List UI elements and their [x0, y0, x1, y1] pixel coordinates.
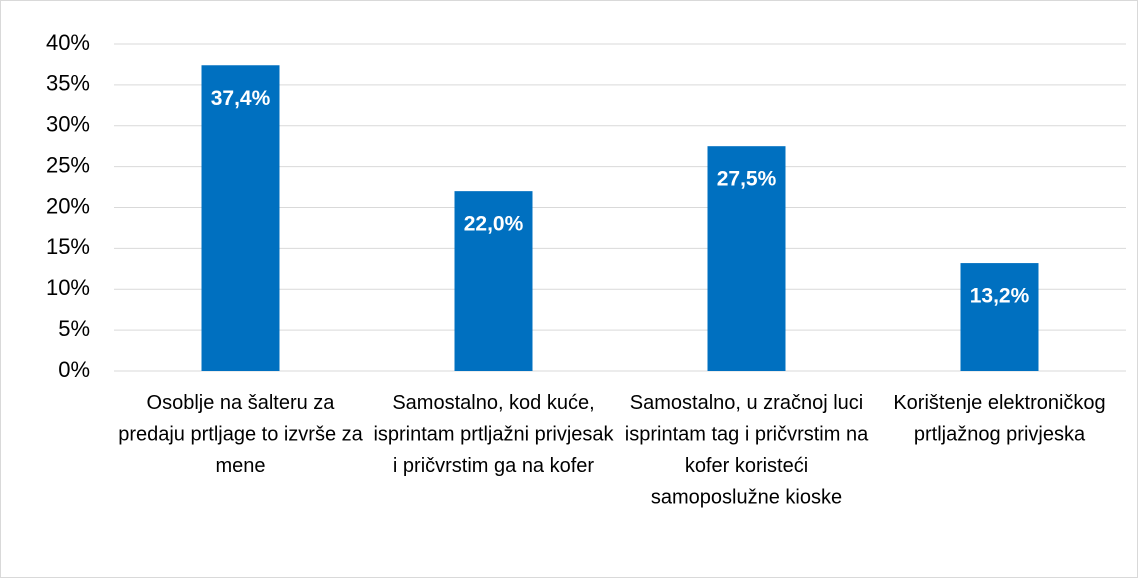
y-tick-label: 5% [58, 316, 90, 341]
y-tick-label: 10% [46, 275, 90, 300]
y-tick-label: 35% [46, 71, 90, 96]
bar [707, 146, 786, 371]
y-tick-label: 20% [46, 193, 90, 218]
y-tick-label: 15% [46, 234, 90, 259]
x-tick-label: Samostalno, u zračnoj luci isprintam tag … [625, 392, 869, 509]
bar [960, 263, 1039, 371]
x-tick-label: Korištenje elektroničkog prtljažnog privj… [893, 392, 1105, 446]
y-tick-label: 30% [46, 112, 90, 137]
x-tick-label: Osoblje na šalteru za predaju prtljage to… [118, 392, 363, 477]
bar [454, 191, 533, 371]
bar [201, 65, 280, 371]
value-label: 13,2% [970, 285, 1030, 308]
x-tick-label: Samostalno, kod kuće, isprintam prtljažni… [373, 392, 614, 477]
value-label: 37,4% [211, 87, 271, 110]
y-tick-label: 25% [46, 152, 90, 177]
value-label: 22,0% [464, 213, 524, 236]
y-tick-label: 0% [58, 357, 90, 382]
value-label: 27,5% [717, 168, 777, 191]
y-tick-label: 40% [46, 30, 90, 55]
